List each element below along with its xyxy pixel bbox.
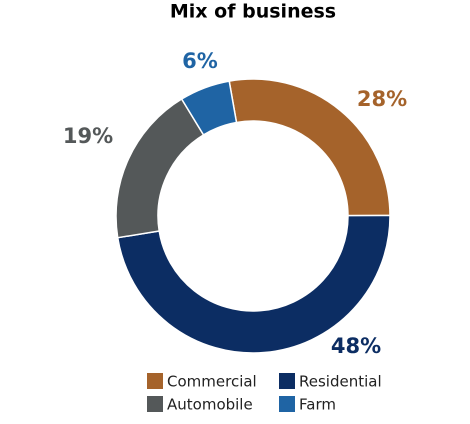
legend-label: Automobile bbox=[167, 396, 253, 414]
legend-swatch bbox=[279, 373, 295, 389]
value-label: 48% bbox=[331, 334, 381, 358]
legend-swatch bbox=[147, 396, 163, 412]
value-label: 28% bbox=[357, 87, 407, 111]
value-label: 6% bbox=[182, 49, 218, 73]
legend-swatch bbox=[279, 396, 295, 412]
value-label: 19% bbox=[63, 124, 113, 148]
donut-segment bbox=[180, 80, 238, 136]
legend-label: Commercial bbox=[167, 373, 257, 391]
donut-segment bbox=[115, 98, 205, 239]
chart-title: Mix of business bbox=[170, 1, 336, 23]
legend-swatch bbox=[147, 373, 163, 389]
donut-segment bbox=[116, 214, 391, 354]
legend-label: Residential bbox=[299, 373, 382, 391]
legend-label: Farm bbox=[299, 396, 336, 414]
